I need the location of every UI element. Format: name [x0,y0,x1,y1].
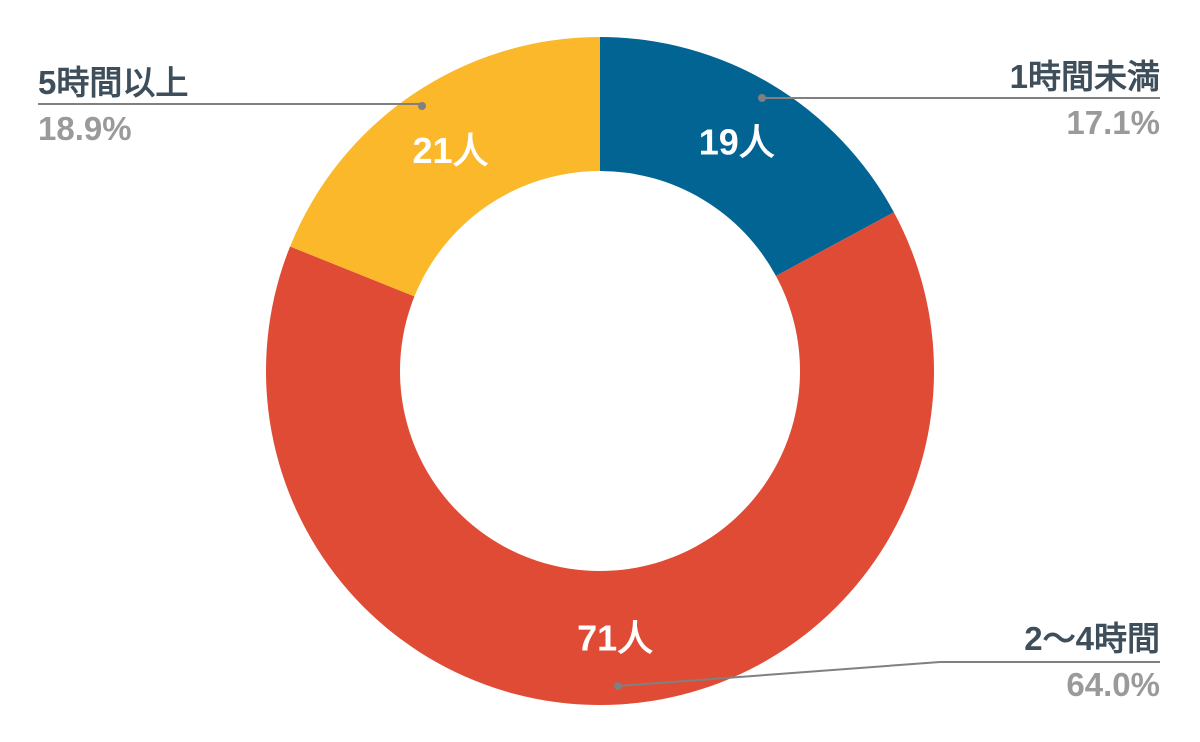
leader-dot-over-5h [418,102,426,110]
leader-dot-2-4h [614,682,622,690]
slice-count-label-2-4h: 71人 [577,618,653,659]
leader-dot-under-1h [758,94,766,102]
percent-label-2-4h: 64.0% [1066,666,1160,703]
percent-label-over-5h: 18.9% [38,110,132,147]
callouts-layer: 1時間未満 17.1% 2〜4時間 64.0% 5時間以上 18.9% [38,58,1160,703]
donut-slice-under-1h [600,37,894,276]
category-label-under-1h: 1時間未満 [1010,58,1160,95]
slices-layer: 19人 71人 21人 [265,37,934,706]
slice-count-label-under-1h: 19人 [699,122,775,163]
donut-slice-over-5h [290,37,600,297]
category-label-over-5h: 5時間以上 [38,64,188,101]
percent-label-under-1h: 17.1% [1066,104,1160,141]
leader-line-2-4h [617,661,1160,687]
donut-slice-2-4h [265,212,934,706]
category-label-2-4h: 2〜4時間 [1024,620,1160,657]
slice-count-label-over-5h: 21人 [412,130,488,171]
